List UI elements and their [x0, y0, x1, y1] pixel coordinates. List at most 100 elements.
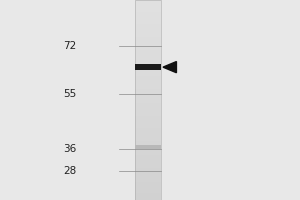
Bar: [135, 133, 161, 134]
Bar: [135, 25, 161, 27]
Bar: [135, 134, 161, 136]
Bar: [135, 81, 161, 82]
Bar: [135, 55, 161, 57]
Bar: [135, 29, 161, 30]
Bar: [135, 45, 161, 47]
Bar: [135, 54, 161, 55]
Bar: [135, 106, 161, 108]
Bar: [135, 165, 161, 166]
Bar: [135, 198, 161, 200]
Bar: [135, 8, 161, 10]
Bar: [135, 150, 161, 151]
Bar: [135, 59, 161, 61]
Bar: [135, 180, 161, 182]
Bar: [135, 114, 161, 116]
Bar: [135, 121, 161, 123]
Bar: [135, 148, 161, 150]
Bar: [135, 111, 161, 113]
Bar: [135, 12, 161, 13]
Bar: [135, 2, 161, 3]
Bar: [135, 192, 161, 193]
Bar: [135, 66, 161, 67]
Bar: [135, 7, 161, 8]
Bar: [135, 79, 161, 81]
Bar: [135, 126, 161, 128]
Bar: [135, 173, 161, 175]
Bar: [135, 0, 161, 200]
Bar: [135, 61, 161, 62]
Bar: [135, 77, 161, 79]
Bar: [135, 156, 161, 158]
Bar: [135, 190, 161, 192]
Bar: [135, 94, 161, 96]
Bar: [135, 22, 161, 24]
Bar: [135, 39, 161, 40]
Bar: [135, 195, 161, 197]
Bar: [135, 69, 161, 71]
Bar: [135, 197, 161, 198]
Bar: [135, 183, 161, 185]
Bar: [135, 113, 161, 114]
Bar: [135, 138, 161, 139]
Bar: [135, 47, 161, 49]
Bar: [135, 103, 161, 104]
Bar: [135, 57, 161, 59]
Bar: [135, 153, 161, 155]
Bar: [135, 116, 161, 118]
Bar: [135, 171, 161, 173]
Bar: [135, 67, 161, 69]
Bar: [135, 101, 161, 103]
Bar: [135, 128, 161, 129]
Text: 55: 55: [63, 89, 76, 99]
Bar: [135, 64, 161, 66]
Text: 28: 28: [63, 166, 76, 176]
Bar: [135, 178, 161, 180]
Bar: [135, 141, 161, 143]
Bar: [135, 71, 161, 72]
Bar: [135, 151, 161, 153]
Bar: [135, 155, 161, 156]
Bar: [135, 30, 161, 32]
Bar: [135, 193, 161, 195]
Bar: [135, 163, 161, 165]
Bar: [135, 0, 161, 2]
Bar: [135, 109, 161, 111]
Bar: [135, 62, 161, 64]
Bar: [135, 124, 161, 126]
Bar: [135, 44, 161, 45]
Bar: [135, 91, 161, 92]
Bar: [135, 42, 161, 44]
Polygon shape: [163, 62, 176, 73]
Bar: [135, 34, 161, 35]
Bar: [135, 118, 161, 119]
Bar: [135, 188, 161, 190]
Bar: [135, 143, 161, 145]
Bar: [135, 35, 161, 37]
Bar: [135, 76, 161, 77]
Bar: [135, 5, 161, 7]
Bar: [135, 104, 161, 106]
Bar: [135, 129, 161, 131]
Bar: [135, 108, 161, 109]
Bar: [135, 185, 161, 187]
Bar: [135, 131, 161, 133]
Bar: [135, 182, 161, 183]
Bar: [135, 175, 161, 176]
Bar: [135, 64, 161, 70]
Text: 72: 72: [63, 41, 76, 51]
Text: 36: 36: [63, 144, 76, 154]
Bar: [135, 84, 161, 86]
Bar: [135, 32, 161, 34]
Bar: [135, 17, 161, 18]
Bar: [135, 170, 161, 171]
Bar: [135, 10, 161, 12]
Bar: [135, 82, 161, 84]
Bar: [135, 92, 161, 94]
Bar: [135, 89, 161, 91]
Bar: [135, 37, 161, 39]
Bar: [135, 50, 161, 52]
Bar: [135, 97, 161, 99]
Bar: [135, 166, 161, 168]
Bar: [135, 139, 161, 141]
Bar: [135, 13, 161, 15]
